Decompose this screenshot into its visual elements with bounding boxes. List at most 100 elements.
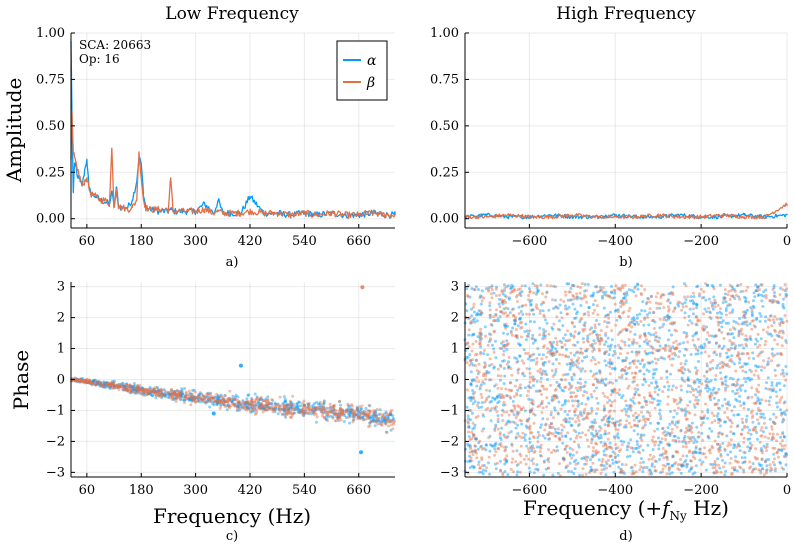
panel-d-point <box>512 420 515 424</box>
panel-c-point <box>356 409 360 413</box>
panel-d-point <box>762 359 766 363</box>
panel-d-point <box>533 284 537 288</box>
panel-d-point <box>526 357 530 361</box>
panel-c-point <box>157 392 161 396</box>
panel-c-point <box>364 413 368 417</box>
panel-d-point <box>505 394 509 398</box>
panel-d-point <box>476 447 480 451</box>
panel-d-point <box>780 318 784 322</box>
panel-d-point <box>487 371 491 374</box>
panel-d-point <box>507 388 511 392</box>
panel-d-point <box>714 334 718 338</box>
panel-d-point <box>769 314 773 318</box>
panel-d-point <box>630 465 634 469</box>
panel-d-point <box>683 368 687 371</box>
panel-d-point <box>481 472 485 476</box>
panel-c-point <box>308 410 312 414</box>
panel-d-point <box>471 392 475 396</box>
panel-d-point <box>774 415 778 419</box>
panel-d-point <box>705 383 708 387</box>
panel-c-point <box>315 415 319 419</box>
panel-d-point <box>635 365 638 369</box>
panel-c-point <box>234 397 238 401</box>
panel-c-point <box>333 411 337 415</box>
panel-d-point <box>756 399 760 403</box>
panel-c-point <box>372 419 376 423</box>
panel-d-point <box>743 338 747 341</box>
panel-d-point <box>724 309 728 313</box>
panel-c-point <box>374 419 378 423</box>
panel-d-point <box>488 472 491 476</box>
panel-d-point <box>746 396 750 400</box>
panel-d-point <box>488 378 491 382</box>
panel-d-point <box>684 407 687 411</box>
panel-d-point <box>578 296 582 300</box>
panel-c-point <box>339 413 343 417</box>
panel-c-point <box>198 393 202 397</box>
panel-d-point <box>586 396 590 400</box>
panel-d-point <box>784 341 788 345</box>
panel-d-point <box>684 417 688 421</box>
panel-c-point <box>277 404 281 408</box>
panel-d-point <box>591 453 595 457</box>
panel-d-point <box>760 458 764 462</box>
panel-d-point <box>531 412 535 416</box>
panel-d-point <box>561 456 565 460</box>
panel-c-point <box>178 393 182 397</box>
panel-c-point <box>341 413 345 417</box>
panel-d-point <box>728 311 732 315</box>
panel-c-point <box>158 394 162 397</box>
panel-d-point <box>608 360 612 364</box>
panel-d-point <box>520 359 524 363</box>
panel-d-point <box>501 394 505 398</box>
panel-d-point <box>770 359 773 363</box>
panel-d-point <box>542 387 546 391</box>
panel-d-point <box>734 455 738 459</box>
panel-d-point <box>531 377 535 381</box>
panel-d-point <box>697 294 701 298</box>
panel-d-point <box>567 409 571 413</box>
panel-c-point <box>255 409 259 413</box>
panel-c-point <box>78 378 82 382</box>
panel-c-point <box>190 396 193 400</box>
panel-d-point <box>519 408 523 412</box>
panel-c-point <box>107 383 111 387</box>
panel-d-point <box>530 308 534 312</box>
panel-d-point <box>470 361 474 365</box>
panel-c-point <box>262 407 266 411</box>
panel-d-point <box>680 463 683 467</box>
panel-c-point <box>322 405 325 409</box>
panel-d-point <box>678 400 682 404</box>
panel-c-point <box>194 396 198 400</box>
panel-d-point <box>738 297 742 301</box>
panel-d-point <box>594 362 598 366</box>
panel-c-point <box>266 404 270 408</box>
panel-d-point <box>705 310 709 313</box>
panel-d-point <box>640 359 644 363</box>
panel-d-point <box>684 412 688 416</box>
panel-d-point <box>617 375 621 379</box>
panel-c-point <box>128 384 132 387</box>
panel-c-point <box>211 402 215 406</box>
panel-d-point <box>557 319 561 323</box>
panel-c-point <box>266 402 270 406</box>
panel-c-point <box>312 406 315 410</box>
panel-c-point <box>134 391 138 395</box>
panel-d-point <box>494 467 498 471</box>
panel-c-point <box>221 398 225 402</box>
panel-d-point <box>496 417 500 421</box>
panel-c-point <box>131 386 135 390</box>
panel-d-point <box>771 300 775 304</box>
panel-c-point <box>174 397 178 401</box>
panel-d-point <box>569 351 573 355</box>
panel-d-point <box>671 293 675 297</box>
panel-d-point <box>632 418 636 422</box>
panel-d-point <box>720 432 724 436</box>
panel-d-point <box>529 431 533 435</box>
panel-d-point <box>484 287 488 291</box>
panel-d-point <box>524 462 528 466</box>
panel-d-point <box>569 298 573 302</box>
panel-d-point <box>575 312 578 316</box>
panel-c-point <box>259 402 263 406</box>
